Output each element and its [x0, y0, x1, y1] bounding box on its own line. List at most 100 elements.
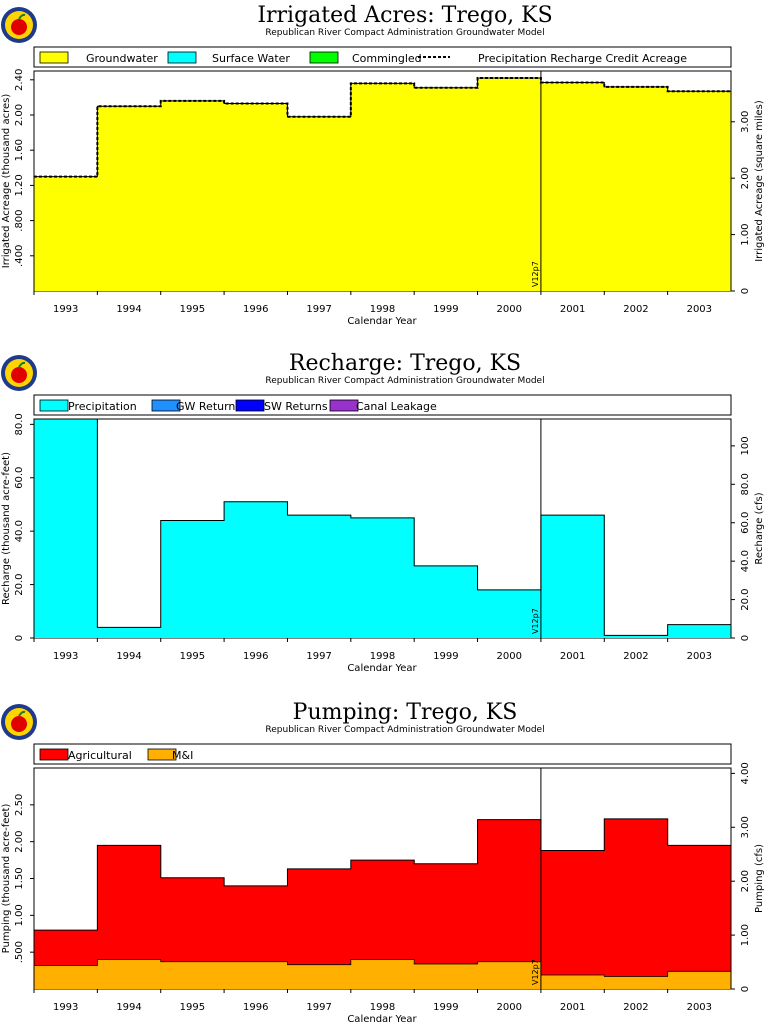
x-tick-label-1995: 1995	[180, 304, 205, 315]
x-axis-label: Calendar Year	[347, 316, 417, 327]
bar-1-1997	[287, 964, 352, 989]
y-right-tick-label-1: 1.00	[740, 223, 751, 245]
legend-swatch-1	[151, 399, 181, 412]
bar-0-2000	[477, 589, 542, 638]
y-right-tick-label-3: 3.00	[740, 816, 751, 838]
legend-box	[33, 743, 732, 765]
y-right-axis-label: Pumping (cfs)	[754, 844, 765, 913]
bar-0-1999	[414, 863, 479, 964]
y-tick-label-5: 2.40	[14, 69, 25, 91]
y-right-tick-label-5: 100	[740, 436, 751, 455]
bar-0-1995	[160, 100, 225, 291]
legend-label-1: Surface Water	[212, 52, 290, 65]
x-tick-label-1999: 1999	[433, 304, 458, 315]
y-right-tick-label-1: 1.00	[740, 924, 751, 946]
y-axis-label: Recharge (thousand acre-feet)	[1, 452, 12, 605]
bar-0-1999	[414, 565, 479, 638]
bar-0-1997	[287, 515, 352, 638]
x-tick-label-2003: 2003	[687, 304, 712, 315]
legend-swatch-0	[39, 399, 69, 412]
x-tick-label-1994: 1994	[116, 1002, 141, 1013]
bar-0-1994	[97, 627, 162, 638]
bar-0-1998	[350, 83, 415, 291]
bar-0-1994	[97, 106, 162, 291]
legend-label-3: Precipitation Recharge Credit Acreage	[478, 52, 687, 65]
bar-0-1998	[350, 517, 415, 638]
chart-subtitle: Republican River Compact Administration …	[265, 376, 544, 386]
bar-1-2000	[477, 961, 542, 989]
version-marker-label: V12p7	[531, 959, 540, 985]
bar-0-1996	[224, 501, 288, 638]
x-tick-label-1993: 1993	[53, 304, 78, 315]
x-tick-label-2001: 2001	[560, 304, 585, 315]
y-tick-label-3: 60.0	[14, 467, 25, 489]
bar-0-1994	[97, 845, 162, 960]
y-tick-label-0: .400	[14, 245, 25, 267]
bar-0-2002	[604, 818, 669, 977]
bar-0-1997	[287, 868, 352, 965]
x-tick-label-2000: 2000	[497, 651, 522, 662]
apple-leaf-icon	[18, 710, 26, 717]
y-tick-label-1: .800	[14, 209, 25, 231]
y-right-tick-label-0: 0	[740, 986, 751, 992]
bar-1-1999	[414, 963, 479, 989]
y-tick-label-4: 2.00	[14, 104, 25, 126]
apple-leaf-icon	[18, 13, 26, 20]
y-tick-label-4: 80.0	[14, 413, 25, 435]
y-right-tick-label-2: 40.0	[740, 550, 751, 572]
legend-label-0: Precipitation	[68, 400, 137, 413]
apple-leaf-icon	[18, 361, 26, 368]
apple-icon	[11, 716, 27, 732]
bar-0-1993	[34, 930, 98, 966]
x-tick-label-1997: 1997	[306, 304, 331, 315]
total-outline	[33, 818, 732, 989]
apple-icon	[11, 19, 27, 35]
y-right-tick-label-4: 80.0	[740, 473, 751, 495]
legend-label-0: Agricultural	[68, 749, 132, 762]
bar-0-2003	[667, 624, 732, 638]
bar-0-2001	[540, 850, 605, 976]
x-axis-label: Calendar Year	[347, 663, 417, 674]
bar-0-1993	[34, 419, 98, 638]
x-tick-label-1997: 1997	[306, 651, 331, 662]
bar-0-1998	[350, 860, 415, 960]
x-tick-label-2002: 2002	[623, 1002, 648, 1013]
y-right-tick-label-3: 60.0	[740, 512, 751, 534]
x-tick-label-1993: 1993	[53, 651, 78, 662]
legend-label-0: Groundwater	[86, 52, 158, 65]
y-right-axis-label: Recharge (cfs)	[754, 492, 765, 564]
x-tick-label-2000: 2000	[497, 1002, 522, 1013]
version-marker-label: V12p7	[531, 261, 540, 287]
x-tick-label-1999: 1999	[433, 651, 458, 662]
y-tick-label-0: 0	[14, 635, 25, 641]
x-tick-label-1998: 1998	[370, 1002, 395, 1013]
y-tick-label-2: 1.50	[14, 867, 25, 889]
x-tick-label-1999: 1999	[433, 1002, 458, 1013]
legend-box	[33, 46, 732, 68]
chart-title: Pumping: Trego, KS	[293, 700, 518, 725]
y-right-tick-label-3: 3.00	[740, 111, 751, 133]
bar-1-1996	[224, 961, 288, 989]
x-tick-label-2000: 2000	[497, 304, 522, 315]
y-right-tick-label-2: 2.00	[740, 870, 751, 892]
legend-box	[33, 394, 732, 416]
bar-0-1993	[34, 176, 98, 291]
legend-swatch-3	[329, 399, 359, 412]
x-tick-label-2003: 2003	[687, 1002, 712, 1013]
legend-swatch-1	[167, 51, 197, 64]
chart-subtitle: Republican River Compact Administration …	[265, 725, 544, 735]
y-tick-label-3: 2.00	[14, 831, 25, 853]
bar-1-2003	[667, 971, 732, 989]
legend-label-3: Canal Leakage	[356, 400, 437, 413]
bar-0-2002	[604, 86, 669, 291]
x-tick-label-1998: 1998	[370, 304, 395, 315]
apple-icon	[11, 367, 27, 383]
bar-0-2003	[667, 91, 732, 292]
legend-label-2: Commingled	[352, 52, 422, 65]
bar-1-1994	[97, 959, 162, 989]
x-tick-label-2001: 2001	[560, 651, 585, 662]
chart-title: Recharge: Trego, KS	[289, 351, 521, 376]
x-tick-label-1996: 1996	[243, 1002, 268, 1013]
y-tick-label-2: 40.0	[14, 520, 25, 542]
bar-0-1995	[160, 877, 225, 962]
